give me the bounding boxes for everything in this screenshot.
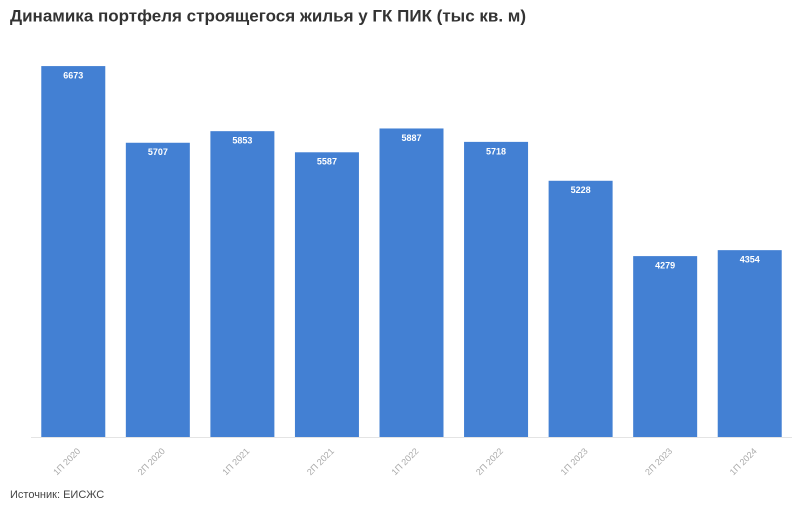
value-label: 5587 xyxy=(317,157,337,167)
bar xyxy=(294,152,359,438)
x-tick-label: 1П 2022 xyxy=(389,446,420,477)
bar xyxy=(41,66,106,437)
bar xyxy=(464,141,529,438)
value-label: 5707 xyxy=(148,147,168,157)
bar xyxy=(717,250,782,437)
chart-title: Динамика портфеля строящегося жилья у ГК… xyxy=(10,6,526,25)
x-tick-label: 2П 2022 xyxy=(474,446,505,477)
value-label: 5228 xyxy=(571,185,591,195)
value-label: 6673 xyxy=(63,70,83,80)
bar xyxy=(125,142,190,437)
value-label: 4354 xyxy=(740,255,760,265)
x-tick-label: 1П 2020 xyxy=(51,446,82,477)
bar xyxy=(210,131,275,437)
bar xyxy=(633,256,698,437)
value-label: 5853 xyxy=(232,136,252,146)
x-tick-label: 1П 2024 xyxy=(728,446,759,477)
value-label: 4279 xyxy=(655,260,675,270)
x-tick-label: 2П 2021 xyxy=(305,446,336,477)
x-tick-label: 1П 2023 xyxy=(559,446,590,477)
bar xyxy=(548,180,613,437)
x-tick-label: 2П 2020 xyxy=(136,446,167,477)
x-tick-label: 2П 2023 xyxy=(643,446,674,477)
value-label: 5718 xyxy=(486,146,506,156)
source-note: Источник: ЕИСЖС xyxy=(10,489,104,501)
value-label: 5887 xyxy=(401,133,421,143)
x-tick-label: 1П 2021 xyxy=(220,446,251,477)
bar xyxy=(379,128,444,438)
